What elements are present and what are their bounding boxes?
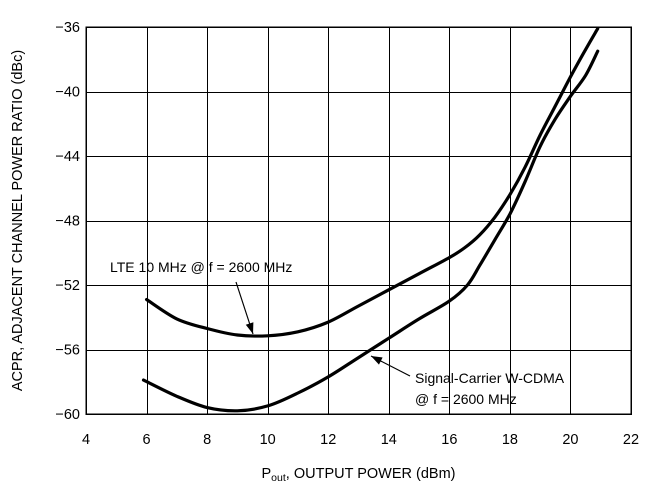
x-axis-title-sub: out <box>271 472 286 484</box>
series-wcdma <box>141 49 600 413</box>
y-tick-label: −44 <box>55 149 80 165</box>
plot-frame <box>85 26 632 415</box>
series-lte-10mhz <box>145 27 600 338</box>
x-tick-label: 10 <box>260 432 276 448</box>
y-tick-label: −60 <box>55 407 80 423</box>
annotation-wcdma-line2: @ f = 2600 MHz <box>415 391 517 407</box>
y-tick-label: −36 <box>55 20 80 36</box>
annotation-wcdma-arrow-head <box>371 356 383 365</box>
x-tick-label: 14 <box>381 432 397 448</box>
annotation-wcdma-line1: Signal-Carrier W-CDMA <box>415 370 565 386</box>
tick-labels: 4 6 8 10 12 14 16 18 20 22 −36 −40 −44 −48 −52 −56 −60 <box>55 20 639 448</box>
y-tick-label: −48 <box>55 214 80 230</box>
x-tick-label: 12 <box>320 432 336 448</box>
y-tick-label: −56 <box>55 343 80 359</box>
x-axis-title: Pout, OUTPUT POWER (dBm) <box>262 466 456 484</box>
annotation-lte: LTE 10 MHz @ f = 2600 MHz <box>110 259 292 275</box>
data-series <box>141 27 600 413</box>
annotation-lte-arrow-head <box>245 322 254 334</box>
x-tick-label: 4 <box>82 432 90 448</box>
y-tick-label: −52 <box>55 278 80 294</box>
x-tick-label: 8 <box>203 432 211 448</box>
x-axis-title-main: P <box>262 466 272 482</box>
x-tick-label: 16 <box>441 432 457 448</box>
x-axis-title-rest: , OUTPUT POWER (dBm) <box>286 466 456 482</box>
y-axis-title: ACPR, ADJACENT CHANNEL POWER RATIO (dBc) <box>10 50 26 391</box>
x-tick-label: 18 <box>502 432 518 448</box>
x-tick-label: 20 <box>562 432 578 448</box>
x-tick-label: 22 <box>623 432 639 448</box>
annotations: LTE 10 MHz @ f = 2600 MHz Signal-Carrier… <box>110 259 565 407</box>
x-tick-label: 6 <box>143 432 151 448</box>
y-tick-label: −40 <box>55 85 80 101</box>
